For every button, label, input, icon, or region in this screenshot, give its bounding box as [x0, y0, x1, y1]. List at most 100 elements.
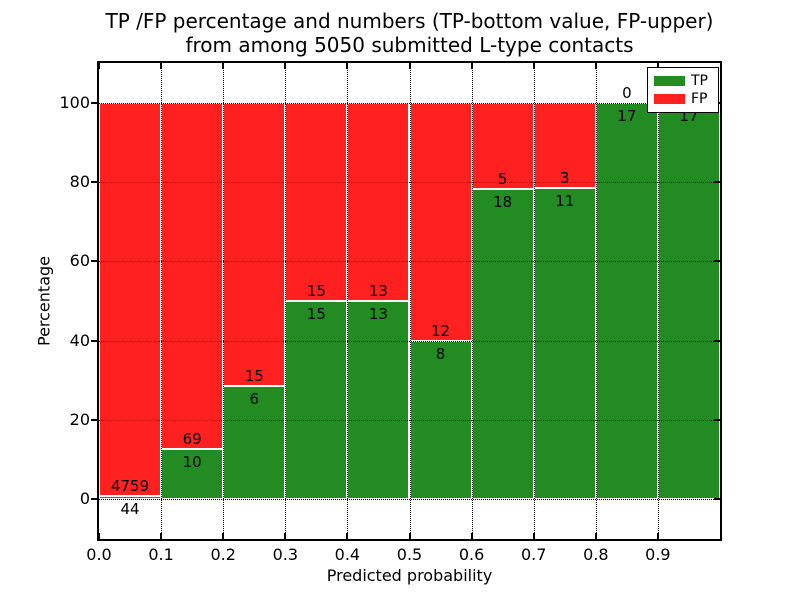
- x-tick-mark: [656, 63, 659, 69]
- y-tick-mark: [91, 260, 97, 263]
- chart-title: TP /FP percentage and numbers (TP-bottom…: [99, 9, 720, 57]
- v-gridline: [347, 63, 349, 539]
- x-tick-mark: [98, 533, 100, 539]
- x-tick-mark: [222, 63, 225, 69]
- y-tick-mark: [91, 339, 97, 342]
- bar-segment-fp: [223, 102, 286, 386]
- bar-segment-tp: [347, 301, 410, 500]
- bar-count-label-tp: 11: [555, 191, 575, 210]
- bar-count-label-tp: 15: [306, 305, 326, 323]
- bar-count-label-tp: 6: [249, 390, 259, 408]
- bar-segment-tp: [595, 102, 658, 500]
- x-tick-mark: [160, 533, 163, 539]
- bar-segment-fp: [409, 102, 472, 341]
- bar-count-label-fp: 13: [368, 282, 388, 300]
- bar-segment-tp: [99, 495, 162, 500]
- y-tick-label: 80: [69, 172, 90, 191]
- v-gridline: [471, 63, 473, 539]
- x-tick-mark: [222, 533, 225, 539]
- x-tick-mark: [470, 63, 473, 69]
- fp-swatch-icon: [654, 94, 685, 104]
- x-tick-label: 0.6: [458, 545, 485, 564]
- y-tick-mark: [91, 419, 97, 421]
- x-tick-label: 0.3: [272, 545, 299, 564]
- y-tick-label: 100: [59, 92, 90, 112]
- chart-title-line1: TP /FP percentage and numbers (TP-bottom…: [105, 9, 714, 33]
- bar-segment-fp: [471, 102, 534, 189]
- bar-count-label-tp: 10: [182, 453, 202, 472]
- bar-count-label-fp: 69: [182, 430, 202, 449]
- x-tick-mark: [98, 63, 100, 69]
- tp-swatch-icon: [654, 76, 685, 86]
- x-tick-mark: [160, 63, 163, 69]
- bar-count-label-fp: 15: [306, 282, 326, 300]
- x-tick-mark: [284, 63, 287, 69]
- bar-segment-fp: [161, 102, 224, 450]
- v-gridline: [657, 63, 659, 539]
- chart-title-line2: from among 5050 submitted L-type contact…: [185, 33, 634, 57]
- v-gridline: [409, 63, 411, 539]
- y-tick-mark: [91, 498, 97, 501]
- bar-segment-fp: [99, 102, 162, 496]
- y-tick-mark: [714, 260, 720, 263]
- y-tick-mark: [714, 419, 720, 421]
- x-tick-mark: [594, 63, 597, 69]
- y-tick-mark: [91, 181, 97, 183]
- legend-item-fp: FP: [648, 90, 718, 108]
- y-tick-mark: [714, 181, 720, 183]
- x-tick-label: 0.5: [396, 545, 423, 564]
- legend-item-tp: TP: [648, 72, 718, 90]
- bar-count-label-tp: 8: [435, 344, 446, 363]
- bar-count-label-tp: 13: [368, 305, 388, 323]
- bar-count-label-fp: 5: [497, 169, 508, 188]
- bar-count-label-fp: 3: [559, 168, 570, 187]
- x-tick-mark: [346, 533, 349, 539]
- x-tick-mark: [408, 63, 411, 69]
- v-gridline: [161, 63, 163, 539]
- y-tick-mark: [714, 339, 720, 342]
- y-tick-mark: [714, 498, 720, 501]
- legend: TP FP: [647, 67, 719, 113]
- bar-segment-tp: [533, 187, 596, 500]
- x-tick-label: 0.1: [148, 545, 174, 564]
- y-tick-label: 60: [69, 251, 90, 271]
- x-tick-label: 0.7: [520, 545, 547, 564]
- bar-segment-tp: [471, 188, 534, 500]
- legend-label-fp: FP: [691, 91, 708, 107]
- bar-count-label-fp: 0: [622, 83, 632, 102]
- bar-count-label-tp: 17: [617, 106, 637, 125]
- y-tick-label: 20: [69, 410, 90, 429]
- bar-segment-fp: [347, 102, 410, 301]
- x-tick-mark: [532, 533, 535, 539]
- x-axis-label: Predicted probability: [326, 566, 493, 585]
- bar-count-label-tp: 44: [120, 499, 140, 518]
- plot-area: TP FP 4759 44 69 10 15 6 15 15 13 13 12 8 5 18 3 11 0 17 1…: [97, 61, 722, 541]
- y-tick-label: 40: [69, 330, 90, 350]
- v-gridline: [595, 63, 597, 539]
- x-tick-mark: [284, 533, 287, 539]
- x-tick-mark: [656, 533, 659, 539]
- x-tick-mark: [408, 533, 411, 539]
- bar-count-label-fp: 4759: [110, 476, 150, 495]
- bar-count-label-fp: 15: [244, 367, 264, 385]
- v-gridline: [533, 63, 535, 539]
- y-tick-label: 0: [79, 489, 90, 509]
- bar-segment-tp: [657, 102, 720, 500]
- x-tick-mark: [594, 533, 597, 539]
- legend-label-tp: TP: [691, 73, 708, 89]
- x-tick-label: 0.4: [334, 545, 361, 564]
- v-gridline: [223, 63, 225, 539]
- x-tick-label: 0.0: [86, 545, 112, 564]
- v-gridline: [285, 63, 287, 539]
- x-tick-label: 0.8: [583, 545, 609, 564]
- bar-segment-tp: [161, 449, 224, 500]
- x-tick-label: 0.2: [210, 545, 236, 564]
- y-tick-mark: [91, 101, 97, 104]
- bar-count-label-fp: 12: [431, 321, 451, 340]
- x-tick-mark: [470, 533, 473, 539]
- bar-segment-tp: [285, 301, 348, 500]
- bar-count-label-tp: 18: [493, 192, 513, 211]
- x-tick-mark: [346, 63, 349, 69]
- x-tick-mark: [532, 63, 535, 69]
